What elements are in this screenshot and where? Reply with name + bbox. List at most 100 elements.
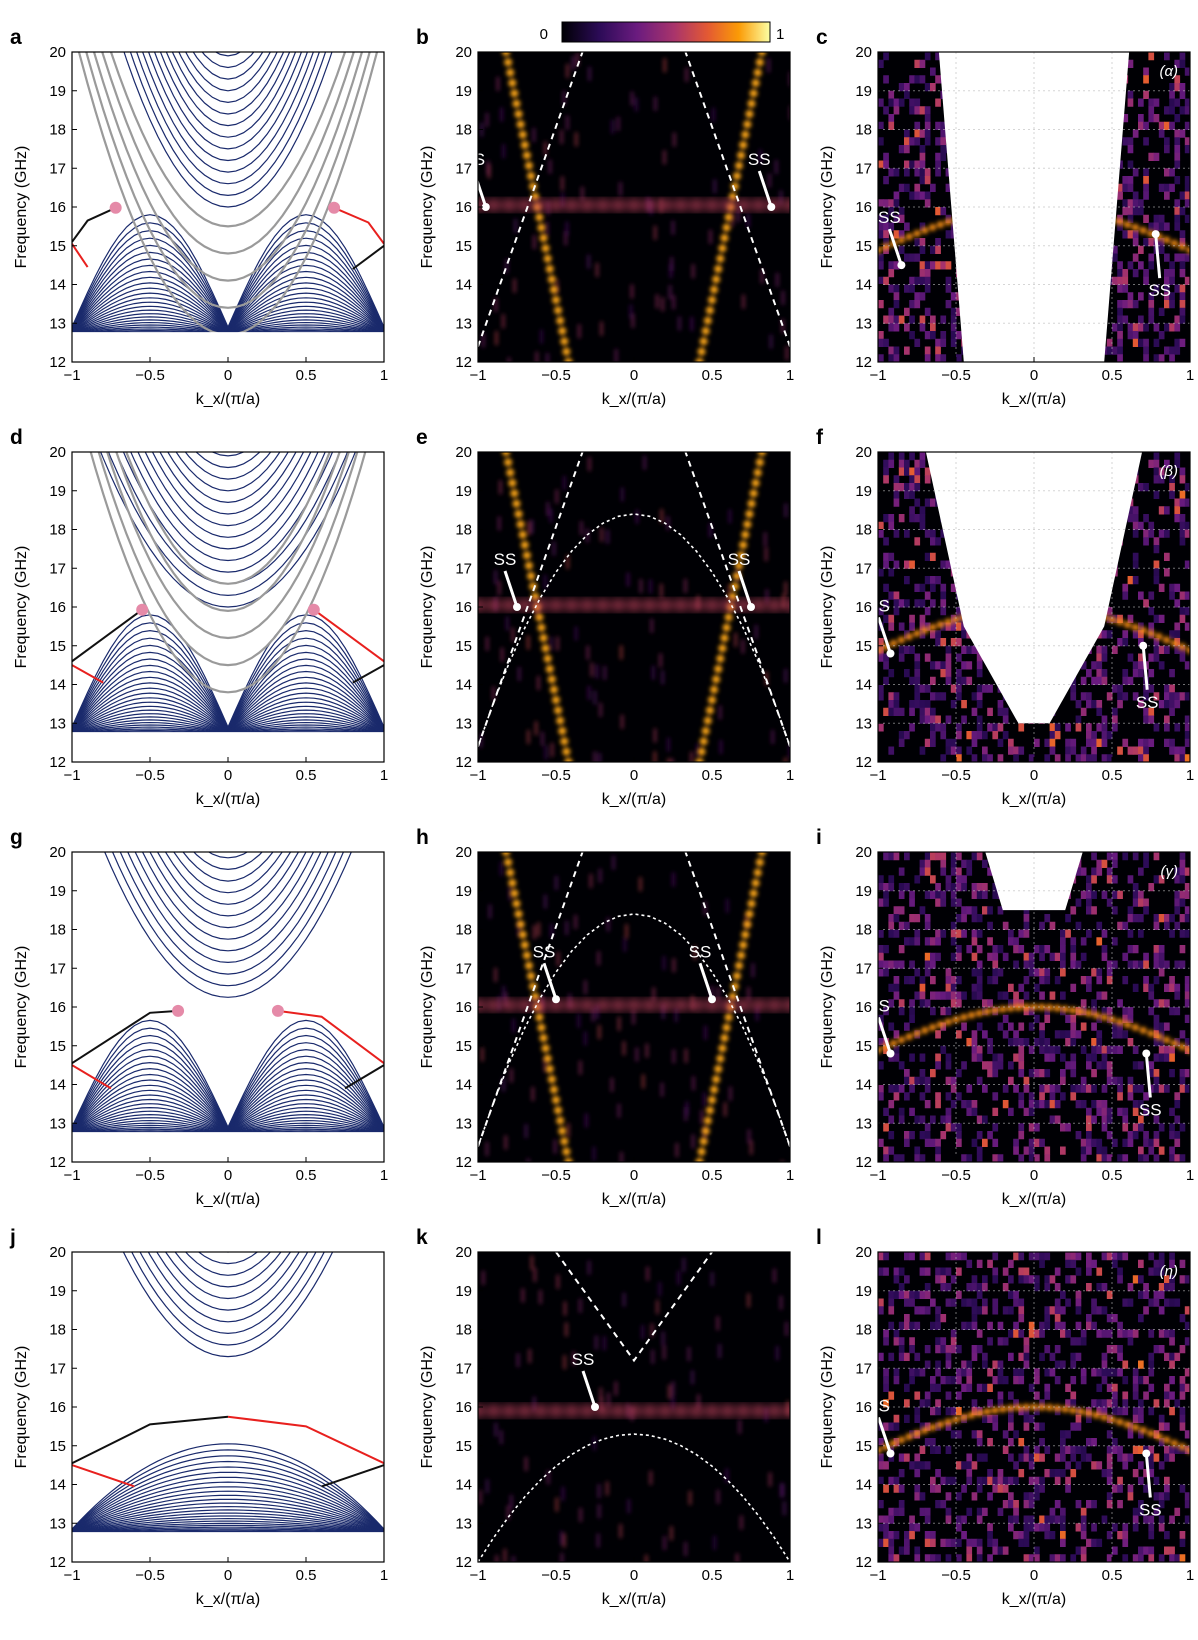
x-axis-label: k_x/(π/a) xyxy=(196,391,260,408)
bulk-band-upper xyxy=(123,52,333,208)
x-tick-label: 0.5 xyxy=(1102,1167,1123,1184)
panel-letter: a xyxy=(10,26,22,49)
gray-band xyxy=(115,452,341,613)
y-axis-label: Frequency (GHz) xyxy=(419,546,436,669)
y-axis-label: Frequency (GHz) xyxy=(419,1346,436,1469)
bulk-band-upper xyxy=(207,852,249,859)
plot-area xyxy=(72,1252,384,1562)
x-tick-label: −0.5 xyxy=(541,367,571,384)
y-tick-label: 19 xyxy=(855,883,872,900)
x-tick-label: −0.5 xyxy=(541,1567,571,1584)
y-tick-label: 13 xyxy=(855,715,872,732)
exp-heatmap xyxy=(878,852,1190,1162)
y-tick-label: 15 xyxy=(855,1038,872,1055)
bulk-band-upper xyxy=(197,1252,259,1265)
weyl-point xyxy=(109,201,122,214)
y-tick-label: 13 xyxy=(455,1115,472,1132)
x-tick-label: 1 xyxy=(1186,1567,1194,1584)
plot-area: SS SS xyxy=(478,52,790,362)
y-tick-label: 16 xyxy=(49,599,66,616)
ss-label: SS xyxy=(533,942,556,961)
bulk-band-lower xyxy=(72,1455,384,1531)
surface-state-black xyxy=(72,206,117,243)
y-tick-label: 14 xyxy=(855,1477,872,1494)
panel-c: (α) SS SS −1 −0.5 0 0.5 1 12 13 14 15 16 17 18 19 20 k_x/… xyxy=(816,26,1194,408)
bulk-band-upper xyxy=(164,1252,292,1300)
case-label: (γ) xyxy=(1161,863,1179,880)
bulk-band-upper xyxy=(100,452,356,608)
x-tick-label: 0 xyxy=(630,767,638,784)
y-tick-label: 15 xyxy=(49,1038,66,1055)
panel-letter: c xyxy=(816,26,828,49)
x-tick-label: 0.5 xyxy=(1102,1567,1123,1584)
y-tick-label: 15 xyxy=(455,638,472,655)
y-tick-label: 17 xyxy=(455,1360,472,1377)
x-tick-label: 0.5 xyxy=(702,1167,723,1184)
y-tick-label: 18 xyxy=(49,922,66,939)
y-tick-label: 13 xyxy=(49,315,66,332)
y-tick-label: 14 xyxy=(455,677,472,694)
x-tick-label: 0 xyxy=(224,1567,232,1584)
x-tick-label: −0.5 xyxy=(941,367,971,384)
x-tick-label: −0.5 xyxy=(135,1567,165,1584)
x-tick-label: −0.5 xyxy=(541,1167,571,1184)
bulk-band-lower xyxy=(72,1486,384,1533)
y-tick-label: 19 xyxy=(455,883,472,900)
y-tick-label: 15 xyxy=(49,638,66,655)
panel-g: −1 −0.5 0 0.5 1 12 13 14 15 16 17 18 19 20 k_x/(π/a) Fr… xyxy=(10,826,388,1208)
ss-arrow-head xyxy=(591,1403,599,1411)
x-axis-label: k_x/(π/a) xyxy=(602,1591,666,1608)
ss-label: SS xyxy=(1139,1501,1162,1520)
bulk-band-lower xyxy=(72,1481,384,1532)
y-tick-label: 15 xyxy=(855,1438,872,1455)
y-tick-label: 20 xyxy=(49,44,66,61)
bulk-band-lower xyxy=(72,1524,384,1535)
gray-band xyxy=(97,452,359,667)
y-tick-label: 18 xyxy=(455,522,472,539)
ss-arrow xyxy=(1141,645,1149,690)
bulk-band-lower xyxy=(72,1476,384,1532)
plot-area: (η) SS SS xyxy=(878,1252,1190,1562)
panel-letter: d xyxy=(10,426,23,449)
y-tick-label: 13 xyxy=(455,1515,472,1532)
weyl-point xyxy=(172,1004,185,1017)
bulk-band-upper xyxy=(192,52,264,80)
y-tick-label: 16 xyxy=(49,199,66,216)
surface-state-red-right xyxy=(313,608,384,663)
y-tick-label: 20 xyxy=(49,1244,66,1261)
y-tick-label: 12 xyxy=(49,1154,66,1171)
bulk-band-upper xyxy=(165,52,291,127)
bulk-band-upper xyxy=(131,1252,325,1346)
y-tick-label: 13 xyxy=(455,715,472,732)
plot-area: SS xyxy=(478,1252,790,1562)
y-tick-label: 17 xyxy=(455,160,472,177)
x-tick-label: 1 xyxy=(786,367,794,384)
bulk-band-upper xyxy=(201,52,255,69)
bulk-band-upper xyxy=(178,52,278,104)
gray-band xyxy=(85,52,371,309)
y-tick-label: 19 xyxy=(49,83,66,100)
x-tick-label: 1 xyxy=(380,1167,388,1184)
bulk-band-upper xyxy=(130,452,326,562)
bulk-band-lower xyxy=(72,1520,384,1534)
ss-arrow-head xyxy=(1142,1049,1151,1058)
y-tick-label: 12 xyxy=(855,1554,872,1571)
x-tick-label: 0 xyxy=(1030,1167,1038,1184)
plot-area: (α) SS SS xyxy=(878,52,1190,362)
bulk-band-upper xyxy=(174,1252,282,1288)
light-cone-dashed xyxy=(478,452,790,747)
surface-state-red xyxy=(72,1064,112,1090)
ss-label: SS xyxy=(867,597,890,616)
bulk-band-upper xyxy=(211,452,245,457)
y-tick-label: 16 xyxy=(455,199,472,216)
ss-arrow-head xyxy=(552,995,560,1004)
ss-arrow xyxy=(878,1017,892,1054)
bulk-band-upper xyxy=(111,852,345,987)
y-tick-label: 12 xyxy=(455,354,472,371)
y-axis-label: Frequency (GHz) xyxy=(419,146,436,269)
y-tick-label: 17 xyxy=(855,960,872,977)
ss-label: SS xyxy=(572,1350,595,1369)
bulk-band-upper xyxy=(142,52,314,173)
ss-arrow xyxy=(878,1417,892,1454)
x-tick-label: −0.5 xyxy=(941,1567,971,1584)
